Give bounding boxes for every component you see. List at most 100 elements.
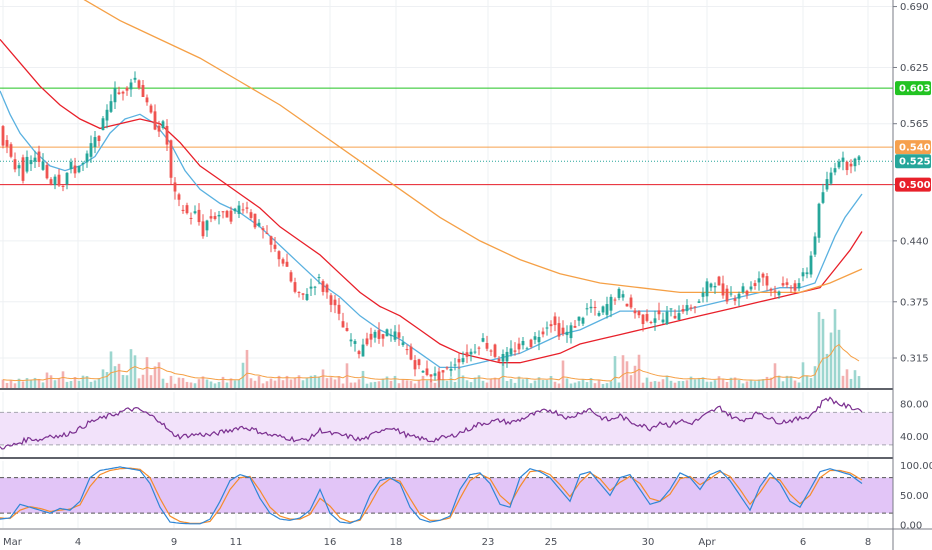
candle[interactable]: [253, 213, 257, 230]
candle[interactable]: [413, 355, 417, 377]
candle[interactable]: [181, 204, 185, 214]
candle[interactable]: [1, 124, 5, 149]
candle[interactable]: [829, 167, 833, 186]
candle[interactable]: [421, 370, 425, 373]
candle[interactable]: [717, 275, 721, 286]
candle[interactable]: [665, 306, 669, 326]
candle[interactable]: [781, 276, 785, 288]
candle[interactable]: [657, 302, 661, 321]
candle[interactable]: [677, 305, 681, 320]
candle[interactable]: [793, 280, 797, 293]
candle[interactable]: [625, 303, 629, 307]
candle[interactable]: [277, 250, 281, 267]
candle[interactable]: [101, 116, 105, 131]
candle[interactable]: [305, 288, 309, 301]
candle[interactable]: [633, 307, 637, 319]
candle[interactable]: [857, 154, 861, 166]
candle[interactable]: [41, 153, 45, 171]
candle[interactable]: [533, 332, 537, 345]
candle[interactable]: [517, 337, 521, 355]
candle[interactable]: [105, 104, 109, 129]
candle[interactable]: [693, 306, 697, 314]
candle[interactable]: [309, 278, 313, 296]
candle[interactable]: [9, 142, 13, 159]
candle[interactable]: [69, 158, 73, 174]
candle[interactable]: [801, 267, 805, 282]
candle[interactable]: [569, 322, 573, 344]
candle[interactable]: [621, 290, 625, 301]
candle[interactable]: [49, 177, 53, 186]
candle[interactable]: [13, 152, 17, 173]
candle[interactable]: [817, 202, 821, 243]
candle[interactable]: [197, 203, 201, 226]
candle[interactable]: [685, 299, 689, 315]
candle[interactable]: [57, 168, 61, 188]
candle[interactable]: [333, 294, 337, 314]
candle[interactable]: [809, 251, 813, 278]
candle[interactable]: [237, 200, 241, 219]
horizontal-levels[interactable]: [0, 87, 893, 186]
candle[interactable]: [113, 81, 117, 109]
candle[interactable]: [281, 257, 285, 267]
candle[interactable]: [313, 285, 317, 296]
candle[interactable]: [573, 319, 577, 328]
candle[interactable]: [245, 201, 249, 214]
candle[interactable]: [529, 338, 533, 349]
candle[interactable]: [697, 299, 701, 304]
candle[interactable]: [161, 119, 165, 130]
candle[interactable]: [737, 291, 741, 307]
candle[interactable]: [441, 370, 445, 380]
candle[interactable]: [597, 310, 601, 317]
candle[interactable]: [289, 270, 293, 283]
candle[interactable]: [705, 278, 709, 303]
candle[interactable]: [45, 161, 49, 180]
candle[interactable]: [325, 283, 329, 299]
candle[interactable]: [725, 285, 729, 305]
candle[interactable]: [81, 161, 85, 171]
candle[interactable]: [129, 78, 133, 97]
candle[interactable]: [549, 320, 553, 333]
candle[interactable]: [761, 272, 765, 286]
candle[interactable]: [749, 281, 753, 292]
candle[interactable]: [545, 321, 549, 336]
candle[interactable]: [5, 135, 9, 154]
candle[interactable]: [77, 165, 81, 174]
candle[interactable]: [745, 289, 749, 299]
candle[interactable]: [409, 343, 413, 361]
candle[interactable]: [521, 336, 525, 350]
candle[interactable]: [29, 155, 33, 171]
candle[interactable]: [753, 280, 757, 290]
candle[interactable]: [293, 277, 297, 294]
price-level-label[interactable]: 0.525: [895, 154, 931, 169]
candle[interactable]: [89, 135, 93, 163]
candle[interactable]: [681, 304, 685, 314]
candle[interactable]: [713, 282, 717, 294]
candle[interactable]: [837, 158, 841, 170]
candle[interactable]: [645, 309, 649, 323]
candle[interactable]: [401, 336, 405, 347]
candle[interactable]: [589, 299, 593, 313]
candle[interactable]: [133, 71, 137, 83]
candle[interactable]: [21, 154, 25, 184]
candle[interactable]: [73, 157, 77, 178]
candle[interactable]: [145, 94, 149, 106]
candle[interactable]: [557, 316, 561, 340]
candle[interactable]: [561, 320, 565, 337]
candle[interactable]: [373, 329, 377, 343]
candle[interactable]: [265, 225, 269, 235]
candle[interactable]: [85, 150, 89, 168]
candle[interactable]: [301, 293, 305, 300]
candle[interactable]: [609, 294, 613, 318]
candle[interactable]: [553, 312, 557, 332]
candle[interactable]: [221, 211, 225, 219]
candle[interactable]: [457, 352, 461, 369]
candle[interactable]: [201, 214, 205, 239]
candlesticks[interactable]: [1, 71, 861, 388]
candle[interactable]: [841, 151, 845, 171]
candle[interactable]: [733, 295, 737, 306]
candle[interactable]: [137, 79, 141, 90]
candle[interactable]: [321, 279, 325, 296]
candle[interactable]: [225, 209, 229, 218]
candle[interactable]: [481, 333, 485, 343]
